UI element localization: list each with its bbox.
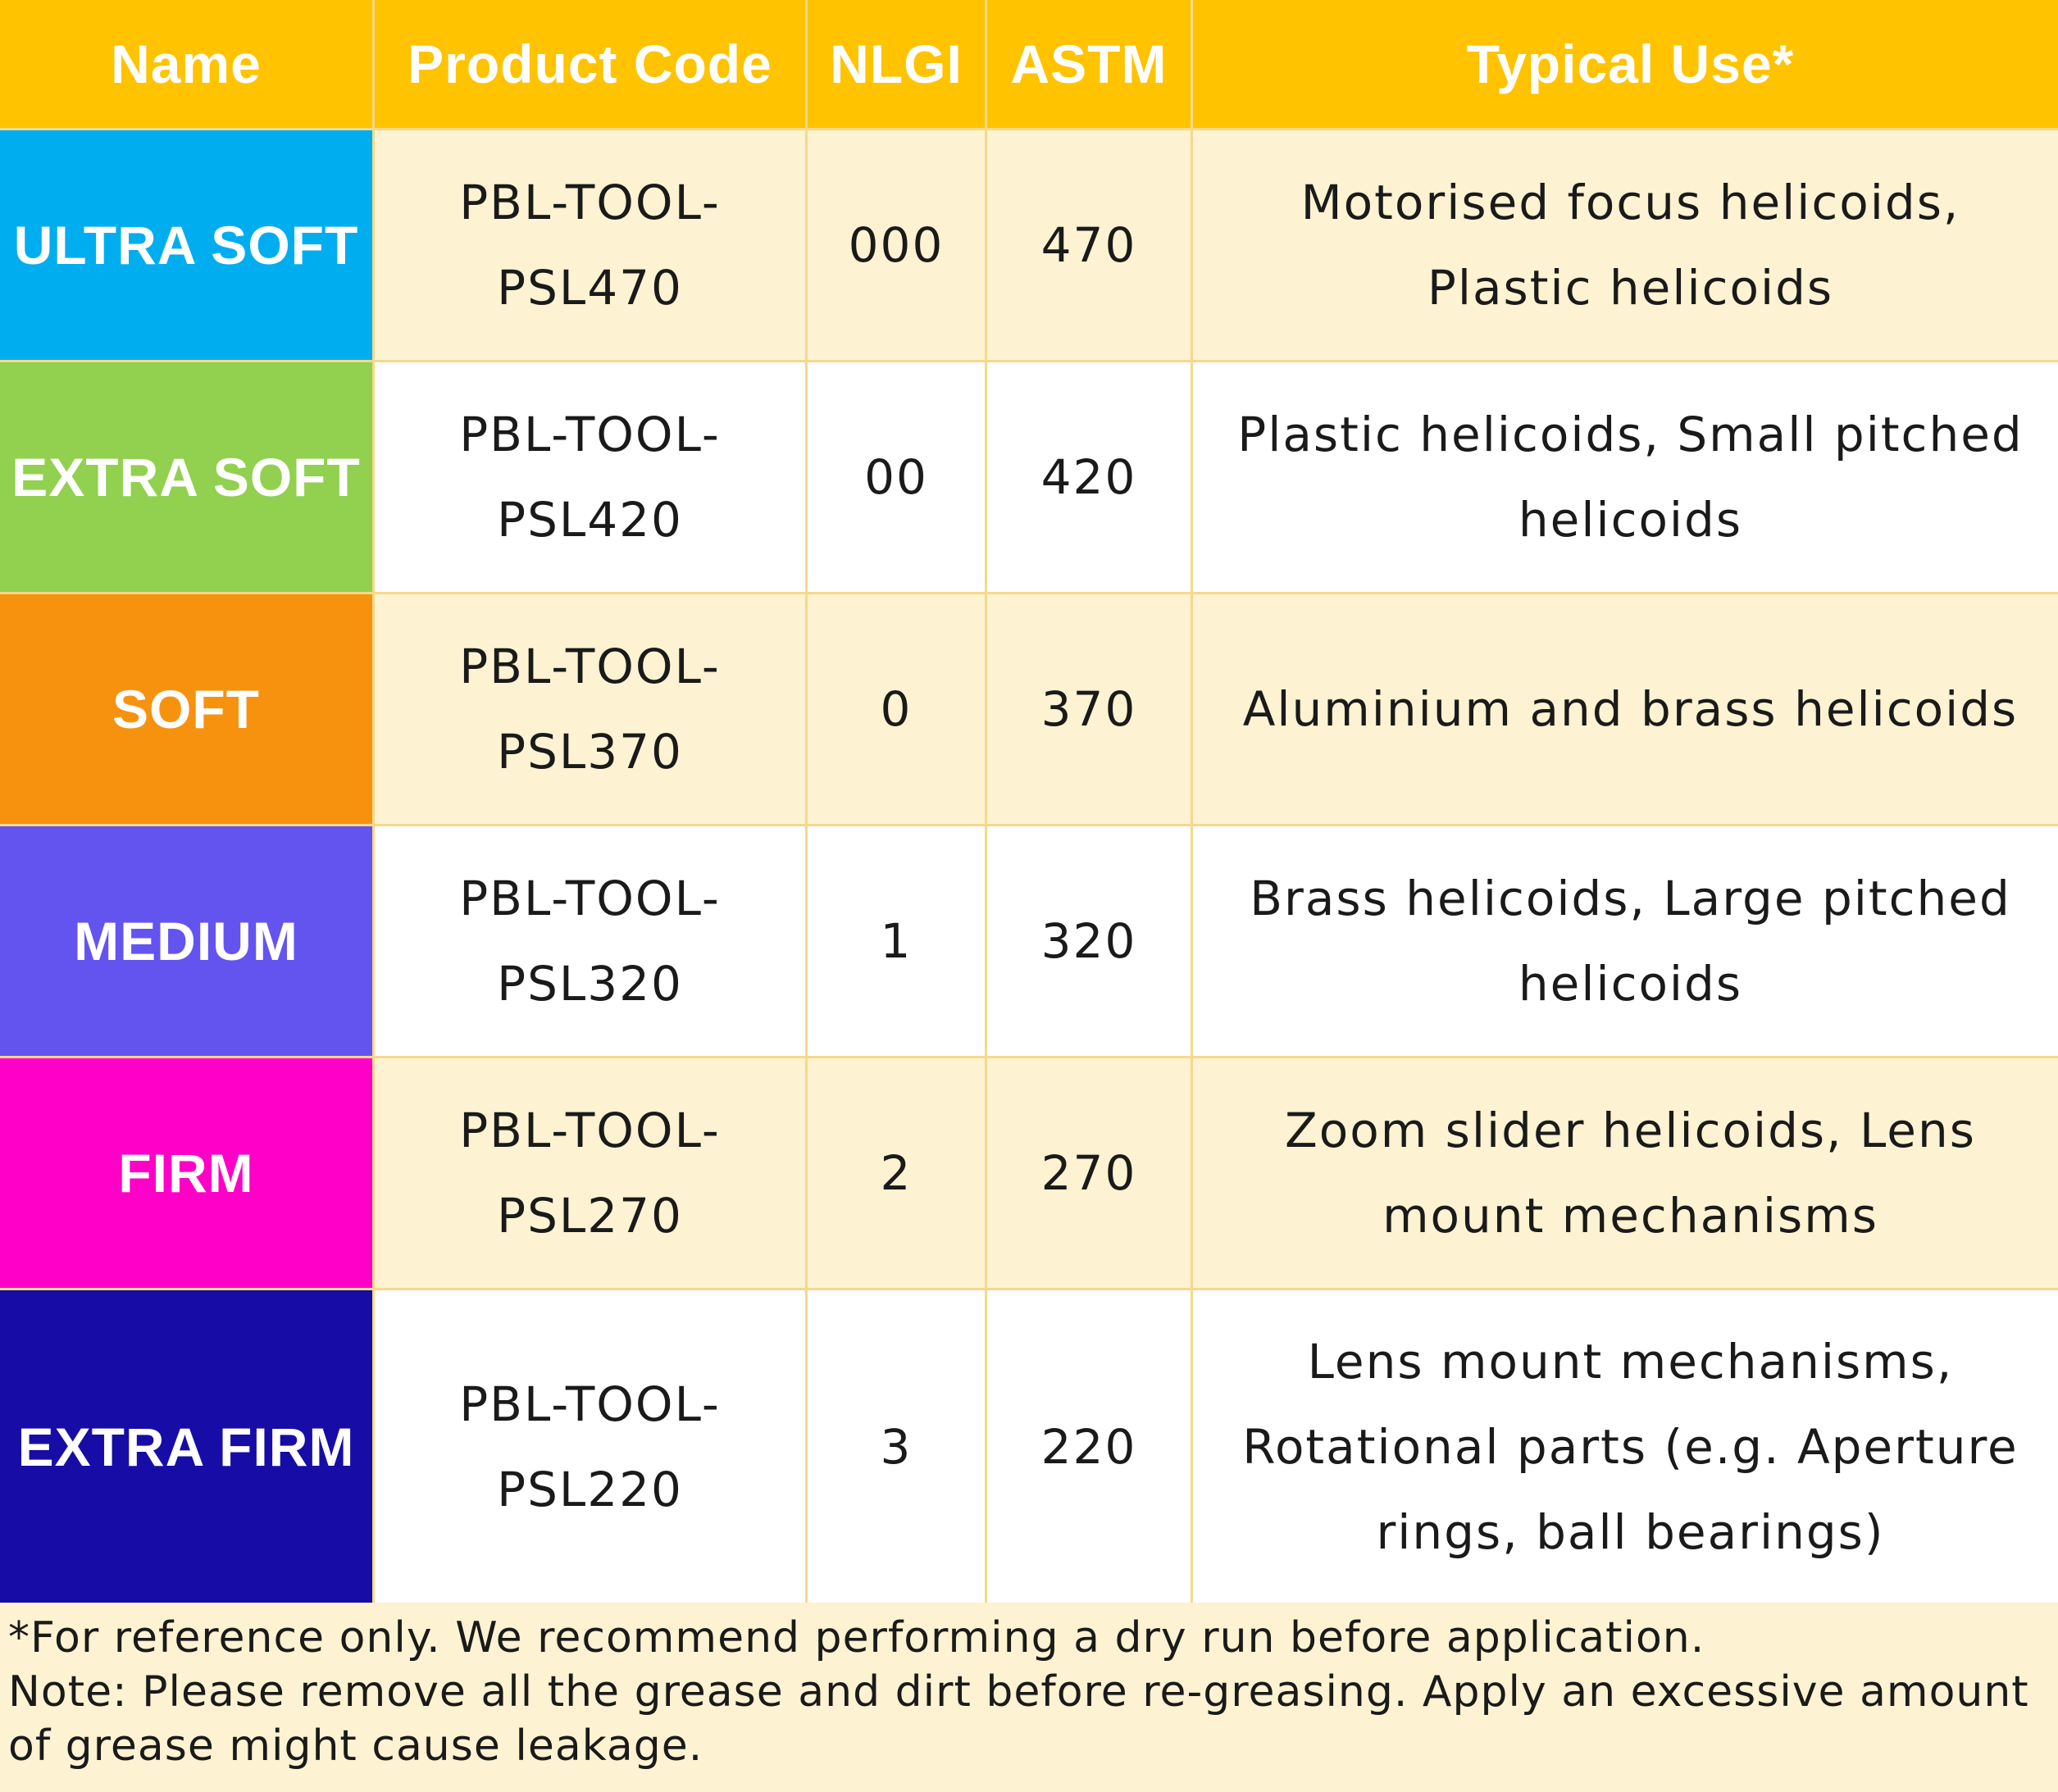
product-code-line2: PSL220 xyxy=(497,1461,683,1517)
grease-table: Name Product Code NLGI ASTM Typical Use*… xyxy=(0,0,2058,1603)
astm-value: 270 xyxy=(987,1058,1191,1288)
footer-reference-note: *For reference only. We recommend perfor… xyxy=(8,1613,1705,1662)
product-code-line1: PBL-TOOL- xyxy=(459,1376,721,1432)
product-code-cell: PBL-TOOL- PSL370 xyxy=(375,594,805,824)
product-code-line2: PSL320 xyxy=(497,956,683,1012)
nlgi-value: 2 xyxy=(808,1058,985,1288)
row-name-firm: FIRM xyxy=(0,1058,372,1288)
row-name-soft: SOFT xyxy=(0,594,372,824)
typical-use-value: Aluminium and brass helicoids xyxy=(1193,594,2058,824)
nlgi-value: 000 xyxy=(808,130,985,360)
astm-value: 370 xyxy=(987,594,1191,824)
typical-use-value: Brass helicoids, Large pitched helicoids xyxy=(1193,826,2058,1056)
astm-value: 470 xyxy=(987,130,1191,360)
product-code-line1: PBL-TOOL- xyxy=(459,175,721,230)
astm-value: 320 xyxy=(987,826,1191,1056)
product-code-cell: PBL-TOOL- PSL270 xyxy=(375,1058,805,1288)
footer-regrease-note: Note: Please remove all the grease and d… xyxy=(8,1667,2029,1771)
nlgi-value: 3 xyxy=(808,1290,985,1603)
row-name-medium: MEDIUM xyxy=(0,826,372,1056)
nlgi-value: 0 xyxy=(808,594,985,824)
footer-notes: *For reference only. We recommend perfor… xyxy=(8,1611,2042,1773)
header-product-code: Product Code xyxy=(375,0,805,128)
product-code-line1: PBL-TOOL- xyxy=(459,1103,721,1158)
astm-value: 220 xyxy=(987,1290,1191,1603)
header-name: Name xyxy=(0,0,372,128)
product-code-line1: PBL-TOOL- xyxy=(459,639,721,694)
astm-value: 420 xyxy=(987,362,1191,592)
product-code-line1: PBL-TOOL- xyxy=(459,871,721,926)
product-code-cell: PBL-TOOL- PSL470 xyxy=(375,130,805,360)
product-code-cell: PBL-TOOL- PSL220 xyxy=(375,1290,805,1603)
typical-use-value: Lens mount mechanisms, Rotational parts … xyxy=(1193,1290,2058,1603)
row-name-ultra-soft: ULTRA SOFT xyxy=(0,130,372,360)
product-code-line2: PSL270 xyxy=(497,1188,683,1244)
nlgi-value: 1 xyxy=(808,826,985,1056)
header-astm: ASTM xyxy=(987,0,1191,128)
typical-use-value: Plastic helicoids, Small pitched helicoi… xyxy=(1193,362,2058,592)
header-typical-use: Typical Use* xyxy=(1193,0,2058,128)
typical-use-value: Zoom slider helicoids, Lens mount mechan… xyxy=(1193,1058,2058,1288)
product-code-line1: PBL-TOOL- xyxy=(459,407,721,462)
product-code-cell: PBL-TOOL- PSL420 xyxy=(375,362,805,592)
product-code-line2: PSL370 xyxy=(497,724,683,780)
header-nlgi: NLGI xyxy=(808,0,985,128)
product-code-line2: PSL470 xyxy=(497,260,683,316)
row-name-extra-firm: EXTRA FIRM xyxy=(0,1290,372,1603)
row-name-extra-soft: EXTRA SOFT xyxy=(0,362,372,592)
product-code-line2: PSL420 xyxy=(497,492,683,548)
typical-use-value: Motorised focus helicoids, Plastic helic… xyxy=(1193,130,2058,360)
product-code-cell: PBL-TOOL- PSL320 xyxy=(375,826,805,1056)
nlgi-value: 00 xyxy=(808,362,985,592)
